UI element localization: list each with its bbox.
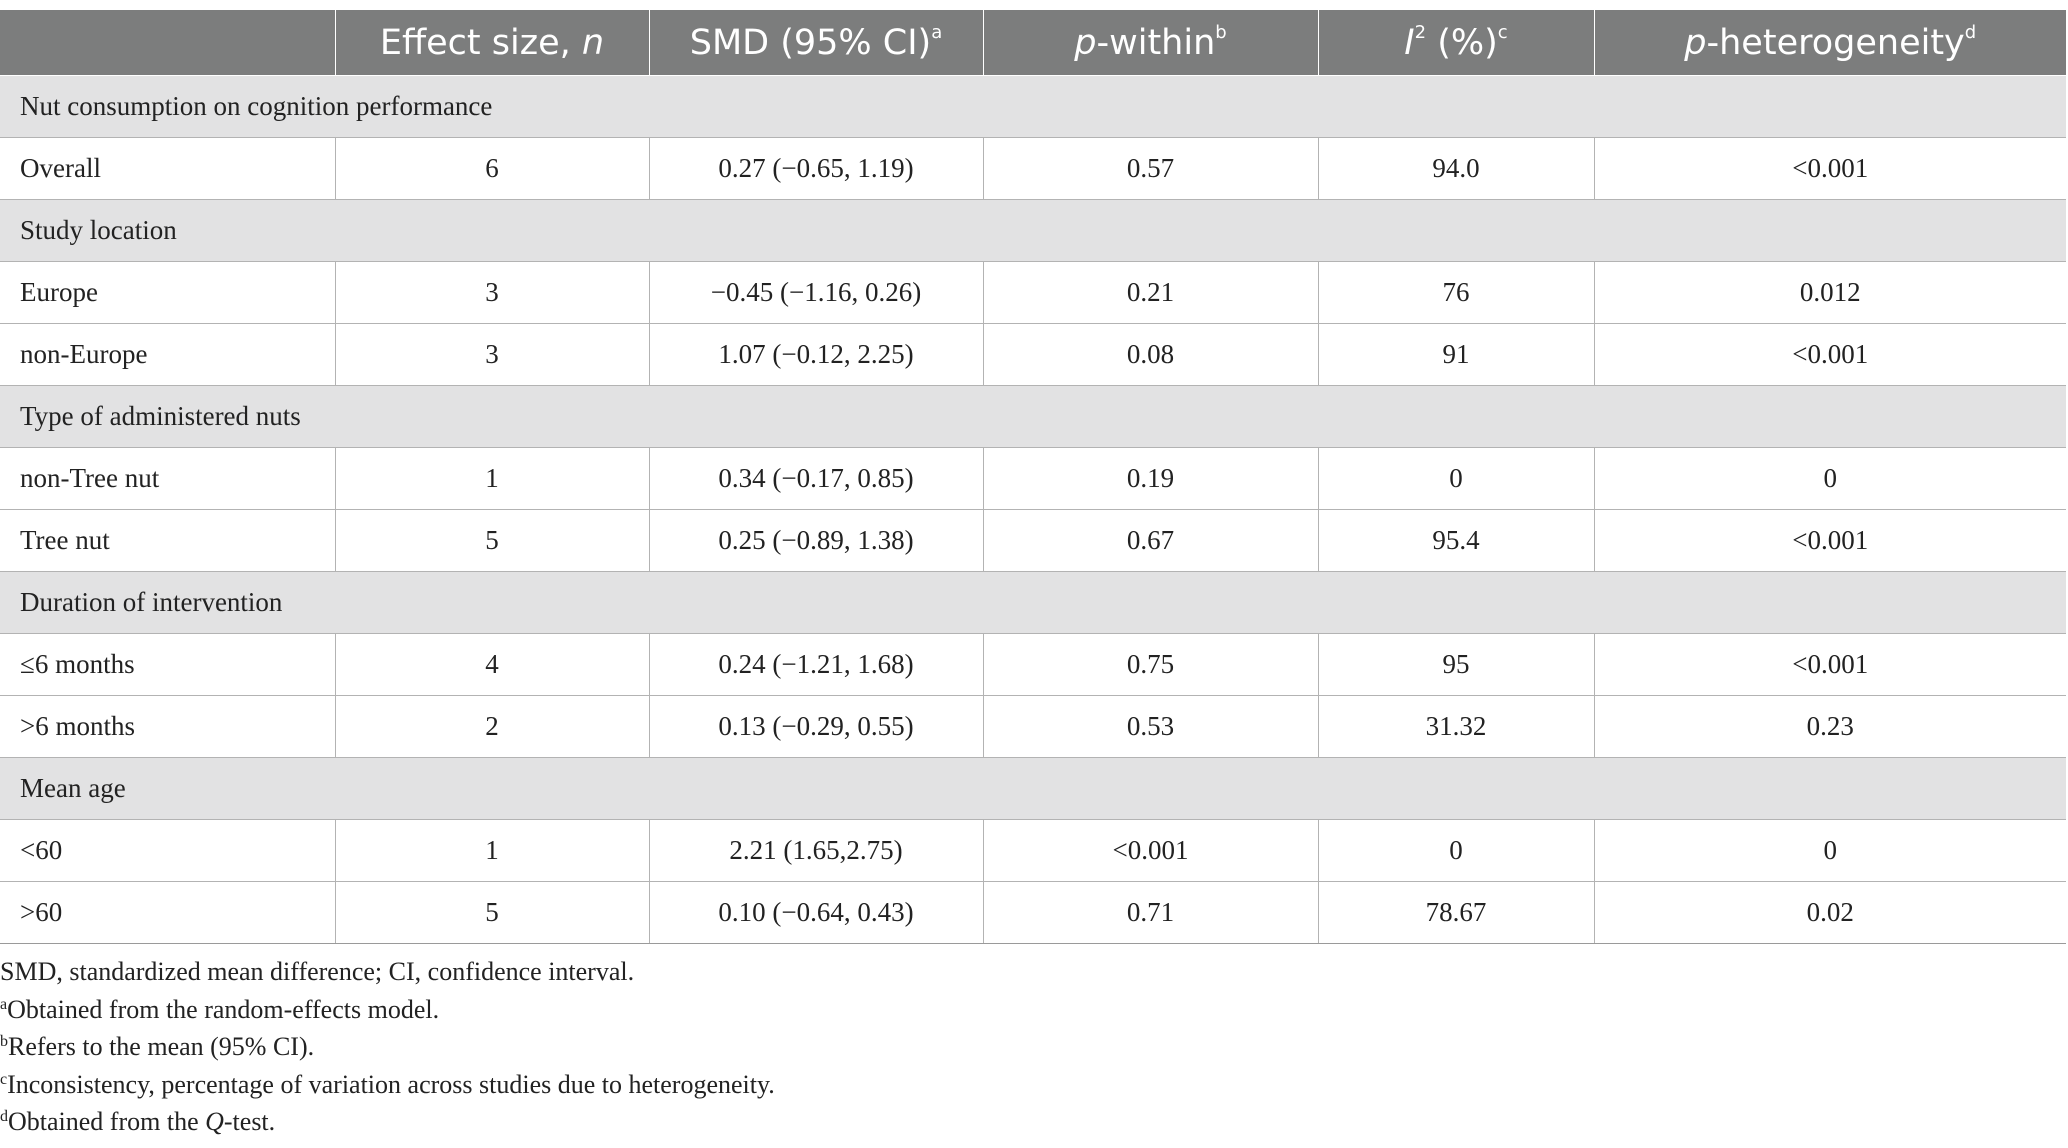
header-p-within: p-withinb (982, 10, 1319, 76)
table-body: Nut consumption on cognition performance… (0, 75, 2066, 944)
smd-cell: 0.10 (−0.64, 0.43) (648, 881, 984, 944)
header-blank (0, 10, 336, 76)
smd-cell: 0.25 (−0.89, 1.38) (648, 509, 984, 572)
effect-size-cell: 6 (334, 137, 650, 200)
smd-cell: 1.07 (−0.12, 2.25) (648, 323, 984, 386)
header-i-squared: I2 (%)c (1317, 10, 1595, 76)
i-squared-cell: 0 (1317, 819, 1595, 882)
i-squared-cell: 91 (1317, 323, 1595, 386)
footnote-c: cInconsistency, percentage of variation … (0, 1069, 775, 1099)
effect-size-cell: 3 (334, 323, 650, 386)
p-within-cell: 0.57 (982, 137, 1319, 200)
footnote-abbreviations: SMD, standardized mean difference; CI, c… (0, 957, 635, 986)
row-label-cell: ≤6 months (0, 633, 336, 696)
group-header-row: Study location (0, 199, 2066, 262)
footnote-d: dObtained from the Q-test. (0, 1107, 276, 1136)
effect-size-cell: 1 (334, 819, 650, 882)
row-label-cell: non-Europe (0, 323, 336, 386)
p-heterogeneity-cell: 0.02 (1593, 881, 2066, 944)
smd-cell: 2.21 (1.65,2.75) (648, 819, 984, 882)
table-row: non-Tree nut 1 0.34 (−0.17, 0.85) 0.19 0 0 (0, 447, 2066, 510)
table-row: Europe 3 −0.45 (−1.16, 0.26) 0.21 76 0.012 (0, 261, 2066, 324)
table-row: Overall 6 0.27 (−0.65, 1.19) 0.57 94.0 <0.001 (0, 137, 2066, 200)
p-heterogeneity-cell: <0.001 (1593, 323, 2066, 386)
table-row: non-Europe 3 1.07 (−0.12, 2.25) 0.08 91 <0.00… (0, 323, 2066, 386)
table-footnotes: SMD, standardized mean difference; CI, c… (0, 953, 2060, 1141)
group-header-row: Type of administered nuts (0, 385, 2066, 448)
p-heterogeneity-cell: 0.23 (1593, 695, 2066, 758)
subgroup-analysis-table: Effect size, n SMD (95% CI)a p-withinb I… (0, 10, 2066, 944)
p-within-cell: <0.001 (982, 819, 1319, 882)
p-heterogeneity-cell: 0 (1593, 447, 2066, 510)
p-within-cell: 0.53 (982, 695, 1319, 758)
group-header-row: Duration of intervention (0, 571, 2066, 634)
smd-cell: 0.13 (−0.29, 0.55) (648, 695, 984, 758)
i-squared-cell: 95 (1317, 633, 1595, 696)
row-label-cell: non-Tree nut (0, 447, 336, 510)
p-within-cell: 0.08 (982, 323, 1319, 386)
smd-cell: 0.24 (−1.21, 1.68) (648, 633, 984, 696)
i-squared-cell: 94.0 (1317, 137, 1595, 200)
effect-size-cell: 5 (334, 509, 650, 572)
header-effect-size: Effect size, n (334, 10, 650, 76)
i-squared-cell: 0 (1317, 447, 1595, 510)
table-row: <60 1 2.21 (1.65,2.75) <0.001 0 0 (0, 819, 2066, 882)
row-label-cell: <60 (0, 819, 336, 882)
i-squared-cell: 31.32 (1317, 695, 1595, 758)
p-within-cell: 0.71 (982, 881, 1319, 944)
smd-cell: 0.34 (−0.17, 0.85) (648, 447, 984, 510)
group-label: Mean age (0, 757, 2066, 820)
group-label: Nut consumption on cognition performance (0, 75, 2066, 138)
group-label: Study location (0, 199, 2066, 262)
table-row: >60 5 0.10 (−0.64, 0.43) 0.71 78.67 0.02 (0, 881, 2066, 944)
group-header-row: Nut consumption on cognition performance (0, 75, 2066, 138)
row-label-cell: Overall (0, 137, 336, 200)
row-label-cell: >60 (0, 881, 336, 944)
p-heterogeneity-cell: 0.012 (1593, 261, 2066, 324)
p-within-cell: 0.19 (982, 447, 1319, 510)
effect-size-cell: 4 (334, 633, 650, 696)
results-table-container: Effect size, n SMD (95% CI)a p-withinb I… (0, 10, 2066, 944)
group-label: Duration of intervention (0, 571, 2066, 634)
effect-size-cell: 5 (334, 881, 650, 944)
smd-cell: −0.45 (−1.16, 0.26) (648, 261, 984, 324)
i-squared-cell: 76 (1317, 261, 1595, 324)
effect-size-cell: 3 (334, 261, 650, 324)
p-heterogeneity-cell: <0.001 (1593, 137, 2066, 200)
row-label-cell: Europe (0, 261, 336, 324)
p-within-cell: 0.21 (982, 261, 1319, 324)
smd-cell: 0.27 (−0.65, 1.19) (648, 137, 984, 200)
p-heterogeneity-cell: <0.001 (1593, 509, 2066, 572)
i-squared-cell: 78.67 (1317, 881, 1595, 944)
p-within-cell: 0.75 (982, 633, 1319, 696)
group-label: Type of administered nuts (0, 385, 2066, 448)
p-within-cell: 0.67 (982, 509, 1319, 572)
effect-size-cell: 2 (334, 695, 650, 758)
effect-size-cell: 1 (334, 447, 650, 510)
footnote-a: aObtained from the random-effects model. (0, 994, 440, 1024)
p-heterogeneity-cell: 0 (1593, 819, 2066, 882)
header-smd: SMD (95% CI)a (648, 10, 984, 76)
p-heterogeneity-cell: <0.001 (1593, 633, 2066, 696)
table-row: ≤6 months 4 0.24 (−1.21, 1.68) 0.75 95 <0.001 (0, 633, 2066, 696)
group-header-row: Mean age (0, 757, 2066, 820)
table-row: >6 months 2 0.13 (−0.29, 0.55) 0.53 31.32 0.2… (0, 695, 2066, 758)
footnote-b: bRefers to the mean (95% CI). (0, 1032, 315, 1061)
header-row: Effect size, n SMD (95% CI)a p-withinb I… (0, 10, 2066, 76)
header-p-heterogeneity: p-heterogeneityd (1593, 10, 2066, 76)
i-squared-cell: 95.4 (1317, 509, 1595, 572)
table-row: Tree nut 5 0.25 (−0.89, 1.38) 0.67 95.4 <0.00… (0, 509, 2066, 572)
row-label-cell: Tree nut (0, 509, 336, 572)
row-label-cell: >6 months (0, 695, 336, 758)
